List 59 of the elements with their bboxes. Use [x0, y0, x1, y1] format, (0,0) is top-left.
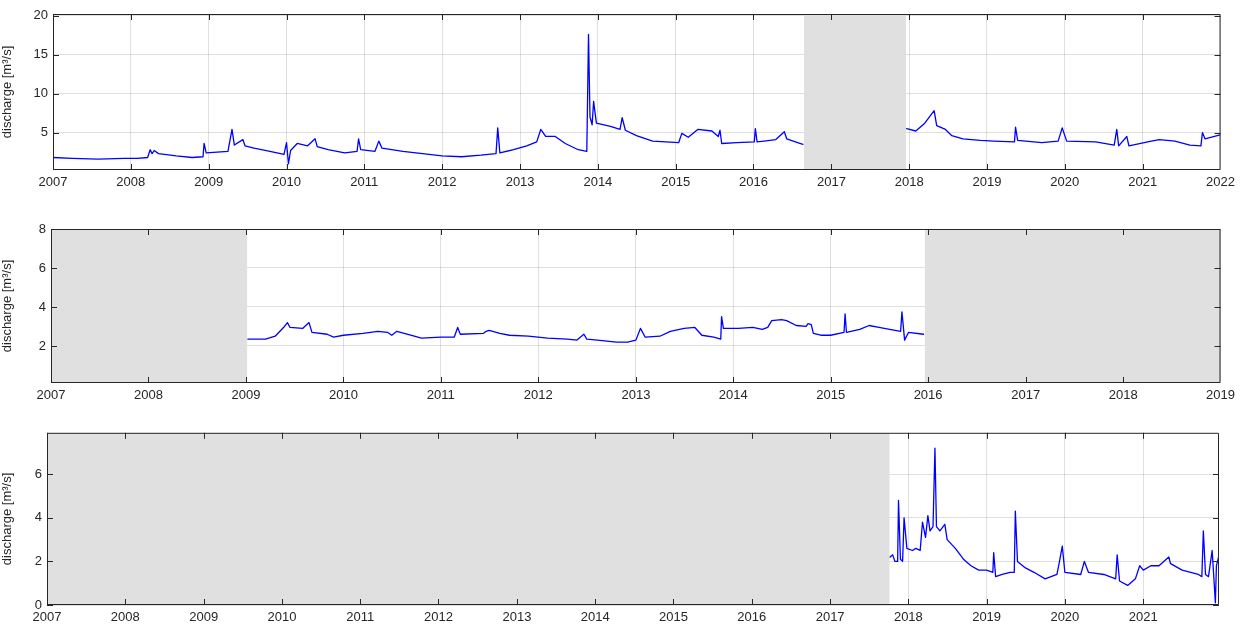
x-tick-label: 2010 [267, 609, 297, 625]
y-tick-label: 6 [34, 465, 42, 481]
x-tick-label: 2019 [972, 174, 1002, 190]
x-tick-label: 2019 [1206, 387, 1235, 403]
x-tick-label: 2013 [505, 174, 535, 190]
x-tick-label: 2012 [427, 174, 457, 190]
x-tick-label: 2015 [661, 174, 691, 190]
x-tick-label: 2015 [658, 609, 688, 625]
x-tick-label: 2013 [502, 609, 532, 625]
y-tick-label: 4 [34, 509, 42, 525]
x-tick-label: 2011 [350, 174, 379, 190]
x-tick-label: 2020 [1050, 609, 1080, 625]
y-axis-title: discharge [m³/s] [0, 45, 15, 139]
x-tick-label: 2021 [1128, 609, 1158, 625]
y-tick-label: 8 [38, 220, 46, 236]
x-tick-label: 2014 [580, 609, 610, 625]
y-tick-label: 5 [40, 124, 48, 140]
x-tick-label: 2008 [110, 609, 140, 625]
y-axis-title: discharge [m³/s] [0, 259, 15, 353]
y-tick-label: 6 [38, 259, 46, 275]
y-tick-label: 20 [33, 7, 48, 23]
x-tick-label: 2011 [346, 609, 375, 625]
y-tick-label: 15 [33, 46, 48, 62]
x-tick-label: 2007 [36, 387, 66, 403]
x-tick-label: 2014 [583, 174, 613, 190]
x-tick-label: 2012 [523, 387, 553, 403]
x-tick-label: 2007 [32, 609, 62, 625]
y-axis-title: discharge [m³/s] [0, 472, 15, 566]
x-tick-label: 2013 [621, 387, 651, 403]
x-tick-label: 2020 [1050, 174, 1080, 190]
x-tick-label: 2017 [816, 174, 846, 190]
x-tick-label: 2011 [426, 387, 455, 403]
y-tick-label: 2 [34, 552, 42, 568]
x-tick-label: 2017 [815, 609, 845, 625]
y-tick-label: 0 [34, 596, 42, 612]
x-tick-label: 2015 [816, 387, 846, 403]
x-tick-label: 2019 [972, 609, 1002, 625]
x-tick-label: 2014 [718, 387, 748, 403]
x-tick-label: 2021 [1128, 174, 1158, 190]
x-tick-label: 2010 [328, 387, 358, 403]
y-tick-label: 2 [38, 337, 46, 353]
x-tick-label: 2016 [913, 387, 943, 403]
x-tick-label: 2018 [893, 609, 923, 625]
x-tick-label: 2009 [189, 609, 219, 625]
x-tick-label: 2010 [272, 174, 302, 190]
x-tick-label: 2009 [194, 174, 224, 190]
y-tick-label: 4 [38, 298, 46, 314]
y-tick-label: 10 [33, 85, 48, 101]
x-tick-label: 2008 [116, 174, 146, 190]
x-tick-label: 2012 [423, 609, 453, 625]
x-tick-label: 2017 [1011, 387, 1041, 403]
x-tick-label: 2018 [894, 174, 924, 190]
x-tick-label: 2018 [1108, 387, 1138, 403]
x-tick-label: 2009 [231, 387, 261, 403]
x-tick-label: 2022 [1206, 174, 1235, 190]
x-tick-label: 2016 [737, 609, 767, 625]
x-tick-label: 2016 [738, 174, 768, 190]
x-tick-label: 2008 [133, 387, 163, 403]
x-tick-label: 2007 [38, 174, 68, 190]
